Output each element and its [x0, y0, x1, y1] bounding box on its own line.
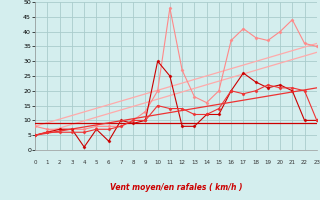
X-axis label: Vent moyen/en rafales ( km/h ): Vent moyen/en rafales ( km/h )	[110, 183, 242, 192]
